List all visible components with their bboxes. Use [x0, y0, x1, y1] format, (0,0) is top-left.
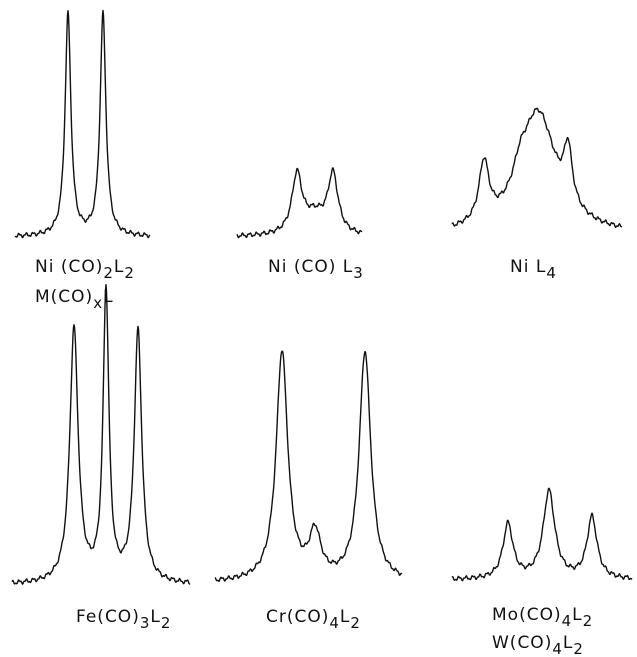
label-part: Ni (CO): [35, 257, 103, 277]
label-part: Ni (CO) L: [268, 257, 353, 277]
label-part: M(CO): [35, 287, 93, 307]
compound-label: Cr(CO)4L2: [266, 607, 361, 632]
subscript: 2: [583, 612, 594, 630]
label-part: L: [103, 287, 113, 307]
subscript: 3: [353, 264, 364, 282]
compound-label: M(CO)xL: [35, 287, 114, 312]
subscript: 4: [552, 640, 563, 657]
spectrum-trace: [14, 9, 151, 239]
subscript: 2: [161, 614, 172, 632]
subscript: 2: [124, 264, 135, 282]
spectrum-trace: [236, 167, 363, 239]
label-part: L: [114, 257, 124, 277]
compound-label: Ni (CO)2L2: [35, 257, 135, 282]
subscript: 3: [140, 614, 151, 632]
compound-label: Ni (CO) L3: [268, 257, 364, 282]
subscript: 4: [546, 264, 557, 282]
subscript: 4: [562, 612, 573, 630]
compound-label: Fe(CO)3L2: [76, 607, 171, 632]
subscript: x: [93, 294, 103, 312]
label-part: W(CO): [492, 633, 552, 653]
compound-label: Ni L4: [510, 257, 557, 282]
label-part: Mo(CO): [492, 605, 562, 625]
compound-label: W(CO)4L2: [492, 633, 584, 657]
compound-label: Mo(CO)4L2: [492, 605, 593, 630]
label-part: L: [563, 633, 573, 653]
spectrum-trace: [451, 107, 623, 228]
label-part: L: [572, 605, 582, 625]
subscript: 2: [573, 640, 584, 657]
spectrum-trace: [214, 350, 403, 582]
label-part: L: [340, 607, 350, 627]
spectrum-trace: [451, 487, 633, 582]
label-part: Ni L: [510, 257, 546, 277]
subscript: 2: [350, 614, 361, 632]
label-part: Cr(CO): [266, 607, 329, 627]
label-part: L: [150, 607, 160, 627]
label-part: Fe(CO): [76, 607, 140, 627]
subscript: 4: [329, 614, 340, 632]
subscript: 2: [103, 264, 114, 282]
spectrum-trace: [11, 284, 191, 585]
